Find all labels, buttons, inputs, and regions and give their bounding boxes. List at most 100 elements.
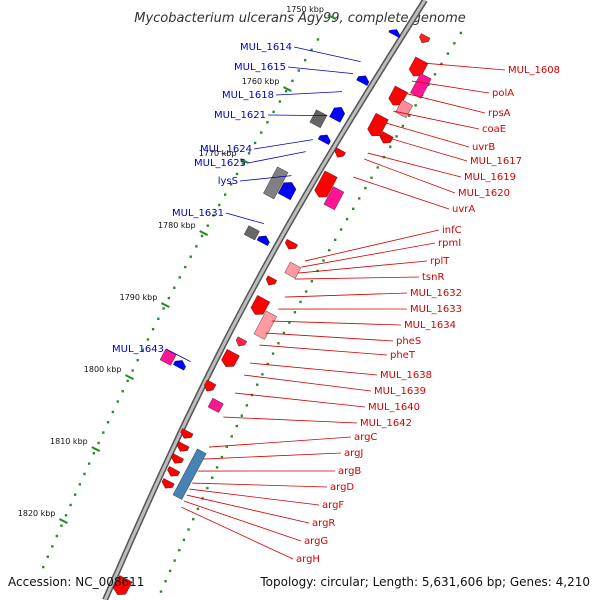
ring-dot-right	[446, 52, 450, 55]
reverse-gene-shape	[221, 349, 240, 367]
ring-dot-left	[46, 555, 49, 558]
reverse-gene-shape	[265, 275, 277, 286]
reverse-label-line	[250, 362, 378, 376]
reverse-gene	[395, 99, 413, 119]
reverse-gene-label: MUL_1632	[410, 288, 462, 299]
ring-dot-right	[288, 321, 291, 324]
reverse-gene-shape	[172, 448, 207, 500]
reverse-label-line	[223, 416, 358, 424]
ring-dot-left	[184, 265, 187, 269]
ring-dot-left	[189, 255, 192, 258]
ring-dot-right	[395, 135, 398, 138]
reverse-label-line	[367, 152, 462, 178]
reverse-gene	[204, 379, 217, 392]
reverse-gene	[314, 170, 338, 198]
ring-dot-right	[215, 466, 219, 469]
ring-dot-left	[141, 348, 144, 352]
ring-dot-left	[278, 100, 282, 103]
accession-text: Accession: NC_008611	[8, 575, 144, 589]
ring-dot-left	[97, 441, 100, 445]
forward-label-line	[247, 151, 306, 164]
ring-dot-right	[282, 331, 286, 335]
reverse-gene-shape	[367, 112, 389, 137]
ring-dot-right	[333, 238, 337, 242]
ring-dot-right	[173, 559, 176, 562]
ring-dot-left	[55, 534, 59, 538]
ring-dot-right	[401, 124, 405, 128]
reverse-gene-label: pheS	[396, 336, 421, 347]
reverse-gene	[176, 441, 190, 452]
reverse-gene	[180, 428, 194, 439]
kbp-tick-label: 1760 kbp	[242, 77, 280, 86]
forward-gene	[388, 29, 401, 38]
reverse-gene	[161, 478, 175, 489]
reverse-gene-shape	[167, 466, 181, 477]
ring-dot-left	[178, 276, 181, 279]
reverse-label-line	[265, 332, 394, 342]
reverse-gene-label: rpmI	[438, 238, 461, 249]
ring-dot-right	[261, 373, 264, 376]
reverse-label-line	[294, 276, 420, 280]
ring-dot-right	[389, 145, 392, 148]
ring-dot-left	[310, 48, 313, 52]
reverse-gene-label: pheT	[390, 350, 416, 361]
kbp-tick-mark	[91, 446, 101, 452]
reverse-label-line	[272, 320, 402, 326]
reverse-label-line	[203, 452, 342, 460]
feature-layer	[112, 29, 432, 595]
ring-dot-right	[310, 280, 314, 283]
forward-gene-shape	[173, 360, 186, 371]
ring-dot-left	[223, 193, 227, 196]
ring-dot-right	[376, 166, 379, 169]
reverse-gene-label: MUL_1634	[404, 320, 456, 331]
ring-dot-left	[303, 58, 307, 62]
feature-labels: MUL_1614 MUL_1615 MUL_1618 MUL_1621 MUL_1624…	[112, 42, 560, 565]
reverse-gene-label: tsnR	[422, 272, 444, 283]
ring-dot-left	[195, 245, 198, 248]
ring-dot-left	[126, 379, 129, 383]
ring-dot-right	[196, 507, 200, 510]
reverse-label-line	[423, 62, 506, 71]
ring-dot-right	[345, 217, 349, 221]
ring-dot-right	[240, 414, 243, 417]
reverse-gene-label: MUL_1620	[458, 188, 510, 199]
ring-dot-left	[162, 307, 165, 310]
forward-label-line	[267, 114, 328, 117]
forward-gene	[243, 225, 260, 241]
ring-dot-left	[102, 431, 105, 434]
ring-dot-left	[316, 38, 320, 41]
ring-dot-right	[299, 300, 302, 304]
ring-dot-right	[293, 311, 297, 314]
ring-dot-left	[51, 545, 54, 548]
reverse-gene-label: argH	[296, 554, 320, 565]
ring-dot-right	[178, 548, 181, 552]
forward-gene-label: MUL_1624	[200, 144, 252, 155]
reverse-gene-label: argJ	[344, 448, 363, 459]
ring-dot-right	[304, 290, 308, 293]
forward-gene-shape	[356, 75, 370, 86]
ring-dot-right	[235, 424, 238, 428]
ring-dot-left	[206, 224, 209, 227]
ring-dot-left	[73, 493, 77, 496]
reverse-gene-label: MUL_1617	[470, 156, 522, 167]
reverse-gene-shape	[419, 33, 431, 44]
ring-dot-left	[235, 172, 239, 176]
ring-dot-left	[69, 503, 72, 507]
reverse-gene	[207, 397, 224, 413]
reverse-label-line	[235, 392, 366, 408]
ring-dot-left	[284, 89, 288, 93]
reverse-label-line	[353, 176, 450, 210]
reverse-gene	[334, 147, 346, 158]
reverse-gene-label: MUL_1619	[464, 172, 516, 183]
reverse-gene	[167, 466, 181, 477]
reverse-label-line	[186, 494, 310, 524]
ring-dot-right	[339, 228, 343, 231]
ring-dot-left	[272, 110, 275, 114]
forward-label-line	[293, 46, 361, 63]
ring-dot-right	[459, 31, 463, 35]
ring-dot-left	[116, 400, 119, 403]
forward-label-line	[253, 139, 313, 150]
reverse-gene-label: polA	[492, 88, 514, 99]
ring-dot-right	[453, 42, 456, 45]
forward-gene	[329, 107, 345, 123]
